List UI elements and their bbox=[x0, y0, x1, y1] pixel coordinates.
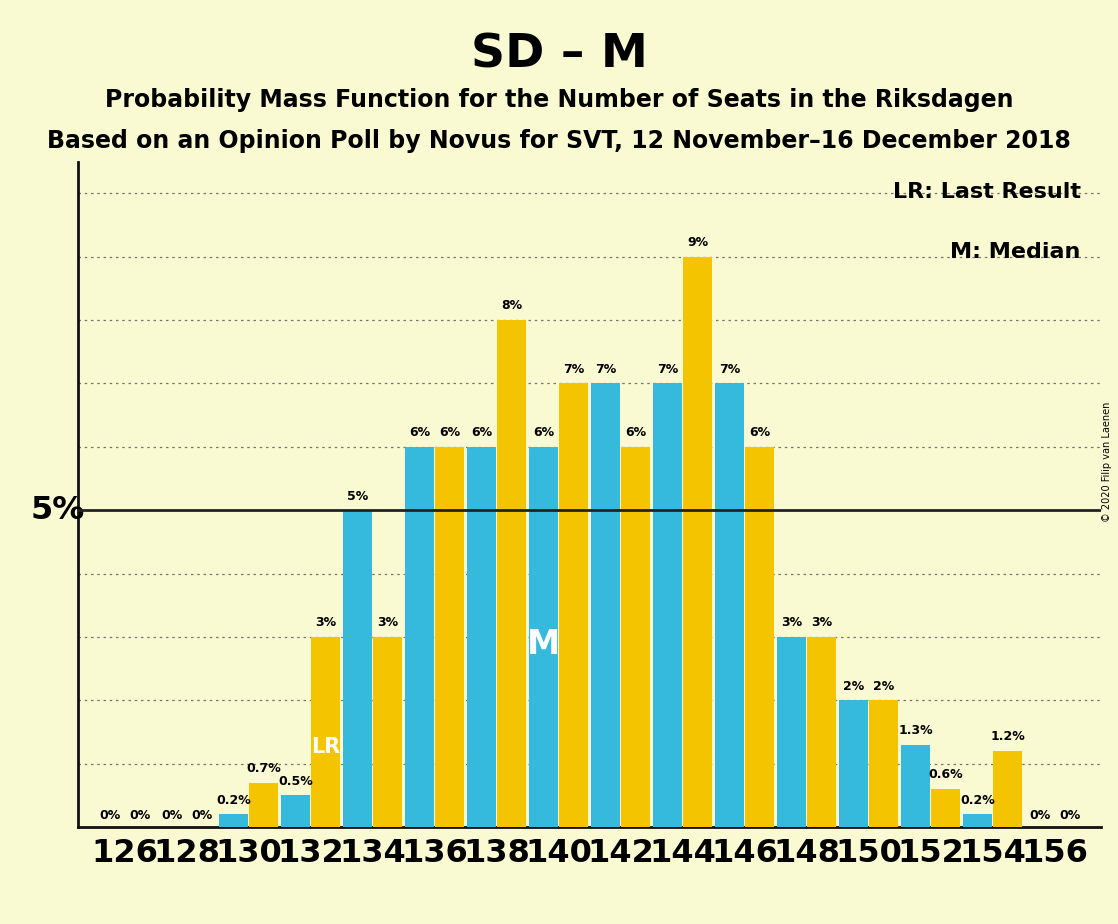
Text: 9%: 9% bbox=[688, 237, 708, 249]
Text: 2%: 2% bbox=[843, 680, 864, 693]
Text: 6%: 6% bbox=[472, 426, 492, 439]
Bar bbox=[622, 447, 651, 827]
Text: 8%: 8% bbox=[501, 299, 522, 312]
Bar bbox=[683, 257, 712, 827]
Text: 5%: 5% bbox=[30, 494, 85, 526]
Text: 0%: 0% bbox=[1059, 808, 1080, 822]
Bar bbox=[716, 383, 745, 827]
Bar bbox=[931, 789, 960, 827]
Text: 5%: 5% bbox=[348, 490, 369, 503]
Text: 0.2%: 0.2% bbox=[217, 794, 252, 807]
Text: 6%: 6% bbox=[409, 426, 430, 439]
Text: 1.3%: 1.3% bbox=[899, 724, 934, 737]
Text: 0%: 0% bbox=[1030, 808, 1051, 822]
Bar bbox=[529, 447, 558, 827]
Text: 7%: 7% bbox=[563, 363, 585, 376]
Text: 2%: 2% bbox=[873, 680, 894, 693]
Text: 0.6%: 0.6% bbox=[928, 769, 963, 782]
Text: 3%: 3% bbox=[315, 616, 337, 629]
Bar bbox=[869, 700, 898, 827]
Text: © 2020 Filip van Laenen: © 2020 Filip van Laenen bbox=[1102, 402, 1112, 522]
Text: 0%: 0% bbox=[100, 808, 121, 822]
Text: 0.5%: 0.5% bbox=[278, 774, 313, 787]
Text: Based on an Opinion Poll by Novus for SVT, 12 November–16 December 2018: Based on an Opinion Poll by Novus for SV… bbox=[47, 129, 1071, 153]
Text: LR: Last Result: LR: Last Result bbox=[893, 182, 1081, 201]
Text: Probability Mass Function for the Number of Seats in the Riksdagen: Probability Mass Function for the Number… bbox=[105, 88, 1013, 112]
Bar bbox=[745, 447, 774, 827]
Bar bbox=[993, 751, 1022, 827]
Text: 6%: 6% bbox=[749, 426, 770, 439]
Text: SD – M: SD – M bbox=[471, 32, 647, 78]
Text: 6%: 6% bbox=[625, 426, 646, 439]
Bar bbox=[373, 637, 402, 827]
Bar bbox=[282, 796, 311, 827]
Text: 3%: 3% bbox=[781, 616, 803, 629]
Bar bbox=[777, 637, 806, 827]
Bar bbox=[435, 447, 464, 827]
Text: 7%: 7% bbox=[657, 363, 679, 376]
Text: LR: LR bbox=[311, 737, 340, 757]
Bar bbox=[467, 447, 496, 827]
Text: 0%: 0% bbox=[191, 808, 212, 822]
Bar bbox=[406, 447, 435, 827]
Bar bbox=[219, 814, 248, 827]
Bar bbox=[901, 745, 930, 827]
Bar bbox=[840, 700, 869, 827]
Text: 6%: 6% bbox=[533, 426, 555, 439]
Text: 7%: 7% bbox=[719, 363, 740, 376]
Bar bbox=[249, 783, 278, 827]
Text: 0%: 0% bbox=[161, 808, 182, 822]
Bar bbox=[964, 814, 993, 827]
Text: 3%: 3% bbox=[811, 616, 832, 629]
Text: 3%: 3% bbox=[377, 616, 398, 629]
Text: 0.2%: 0.2% bbox=[960, 794, 995, 807]
Text: 7%: 7% bbox=[595, 363, 616, 376]
Text: 1.2%: 1.2% bbox=[991, 730, 1025, 743]
Bar bbox=[311, 637, 340, 827]
Bar bbox=[653, 383, 682, 827]
Text: 6%: 6% bbox=[439, 426, 461, 439]
Bar bbox=[591, 383, 620, 827]
Bar bbox=[498, 320, 527, 827]
Bar bbox=[343, 510, 372, 827]
Bar bbox=[559, 383, 588, 827]
Text: M: Median: M: Median bbox=[950, 241, 1081, 261]
Text: 0%: 0% bbox=[129, 808, 150, 822]
Text: M: M bbox=[528, 628, 560, 661]
Bar bbox=[807, 637, 836, 827]
Text: 0.7%: 0.7% bbox=[246, 762, 281, 775]
